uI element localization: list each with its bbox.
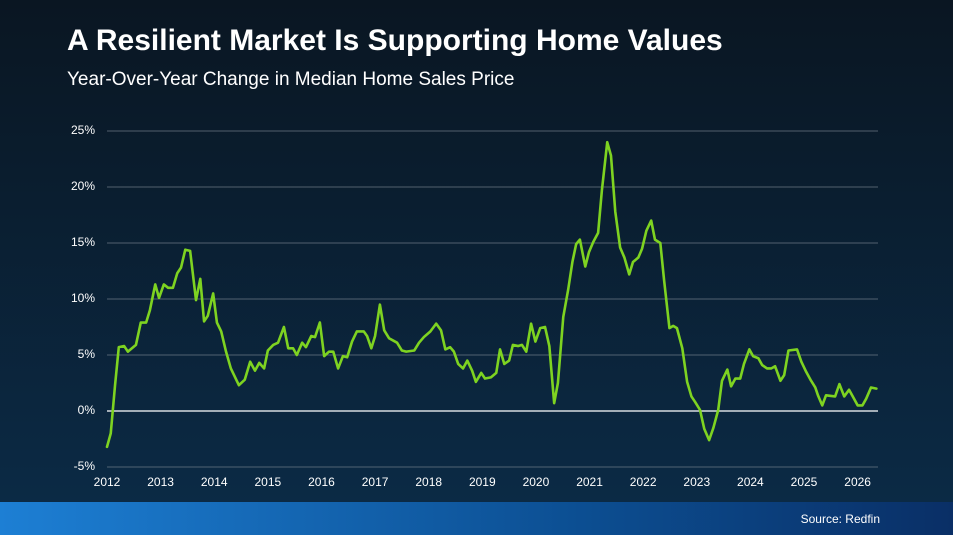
x-tick-label: 2020 bbox=[523, 475, 550, 489]
x-tick-label: 2013 bbox=[147, 475, 174, 489]
y-tick-label: 10% bbox=[71, 291, 95, 305]
plot-area: -5% 0% 5% 10% 15% 20% 25% 2012 2013 2014 2015 2016 2… bbox=[71, 123, 878, 489]
y-tick-label: -5% bbox=[74, 459, 96, 473]
y-tick-label: 0% bbox=[78, 403, 96, 417]
chart-title: A Resilient Market Is Supporting Home Va… bbox=[67, 24, 723, 57]
x-tick-label: 2026 bbox=[844, 475, 871, 489]
y-tick-label: 25% bbox=[71, 123, 95, 137]
x-tick-label: 2021 bbox=[576, 475, 603, 489]
x-tick-label: 2023 bbox=[683, 475, 710, 489]
x-tick-label: 2016 bbox=[308, 475, 335, 489]
x-tick-label: 2014 bbox=[201, 475, 228, 489]
x-tick-label: 2017 bbox=[362, 475, 389, 489]
x-tick-label: 2024 bbox=[737, 475, 764, 489]
y-tick-label: 15% bbox=[71, 235, 95, 249]
footer-bar bbox=[0, 502, 953, 535]
chart-subtitle: Year-Over-Year Change in Median Home Sal… bbox=[67, 69, 514, 90]
y-tick-label: 20% bbox=[71, 179, 95, 193]
background bbox=[0, 0, 953, 502]
data-line bbox=[105, 140, 878, 449]
source: Source: Redfin bbox=[801, 512, 880, 526]
y-tick-label: 5% bbox=[78, 347, 96, 361]
x-tick-label: 2012 bbox=[94, 475, 121, 489]
x-tick-label: 2019 bbox=[469, 475, 496, 489]
x-tick-label: 2022 bbox=[630, 475, 657, 489]
x-tick-label: 2018 bbox=[415, 475, 442, 489]
x-tick-label: 2025 bbox=[791, 475, 818, 489]
x-tick-label: 2015 bbox=[254, 475, 281, 489]
